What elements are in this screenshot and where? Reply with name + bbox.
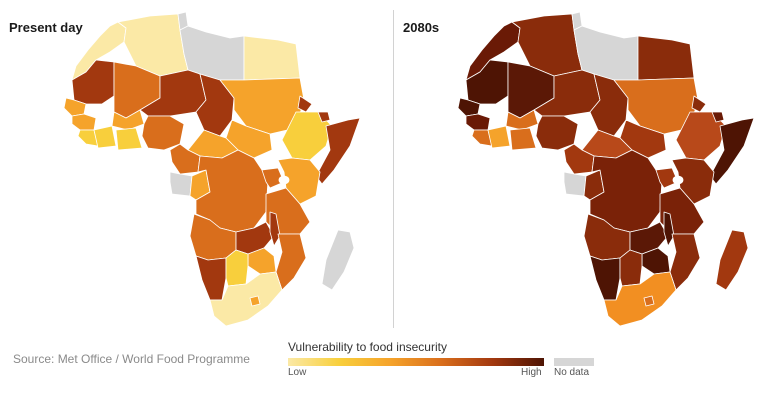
region-gabon bbox=[169, 171, 193, 197]
panel-title-present-day: Present day bbox=[9, 20, 83, 35]
region-cameroon bbox=[169, 143, 201, 175]
lake-victoria bbox=[672, 175, 684, 185]
region-djibouti bbox=[711, 111, 725, 123]
region-djibouti bbox=[317, 111, 331, 123]
region-somalia bbox=[315, 117, 361, 185]
region-mozambique bbox=[275, 233, 307, 291]
region-lesotho bbox=[643, 295, 655, 307]
region-malawi bbox=[663, 211, 675, 247]
region-cameroon bbox=[563, 143, 595, 175]
lake-victoria bbox=[278, 175, 290, 185]
region-sierra-leone-liberia bbox=[471, 129, 493, 147]
region-mozambique bbox=[669, 233, 701, 291]
region-namibia bbox=[589, 255, 621, 301]
region-somalia bbox=[709, 117, 755, 185]
legend-title: Vulnerability to food insecurity bbox=[288, 340, 447, 354]
panel-divider bbox=[393, 10, 394, 328]
region-ghana bbox=[115, 127, 143, 151]
region-south-africa bbox=[209, 271, 283, 327]
region-guinea bbox=[71, 113, 97, 131]
region-lesotho bbox=[249, 295, 261, 307]
legend-high-label: High bbox=[521, 367, 542, 378]
region-namibia bbox=[195, 255, 227, 301]
region-niger bbox=[533, 69, 601, 117]
region-south-africa bbox=[603, 271, 677, 327]
map-panel-2080s: 2080s bbox=[394, 0, 780, 330]
region-cote-divoire bbox=[93, 125, 117, 149]
region-egypt bbox=[243, 35, 301, 81]
region-uganda bbox=[655, 167, 679, 189]
legend-nodata-swatch bbox=[554, 358, 594, 366]
legend-color-scale bbox=[288, 358, 544, 366]
region-madagascar bbox=[715, 229, 749, 291]
region-niger bbox=[139, 69, 207, 117]
region-nigeria bbox=[141, 115, 185, 151]
africa-map-2080s bbox=[457, 11, 755, 327]
legend-low-label: Low bbox=[288, 367, 307, 378]
region-botswana bbox=[225, 249, 249, 287]
region-guinea bbox=[465, 113, 491, 131]
africa-map-present-day bbox=[63, 11, 361, 327]
region-madagascar bbox=[321, 229, 355, 291]
region-gabon bbox=[563, 171, 587, 197]
legend-nodata-label: No data bbox=[554, 367, 590, 378]
region-sierra-leone-liberia bbox=[77, 129, 99, 147]
region-uganda bbox=[261, 167, 285, 189]
region-botswana bbox=[619, 249, 643, 287]
region-egypt bbox=[637, 35, 695, 81]
map-panel-present-day: Present day bbox=[0, 0, 390, 330]
panel-title-2080s: 2080s bbox=[403, 20, 440, 35]
region-cote-divoire bbox=[487, 125, 511, 149]
region-ghana bbox=[509, 127, 537, 151]
source-credit: Source: Met Office / World Food Programm… bbox=[13, 352, 250, 366]
legend: Vulnerability to food insecurity Low Hig… bbox=[288, 340, 608, 390]
region-malawi bbox=[269, 211, 281, 247]
region-nigeria bbox=[535, 115, 579, 151]
